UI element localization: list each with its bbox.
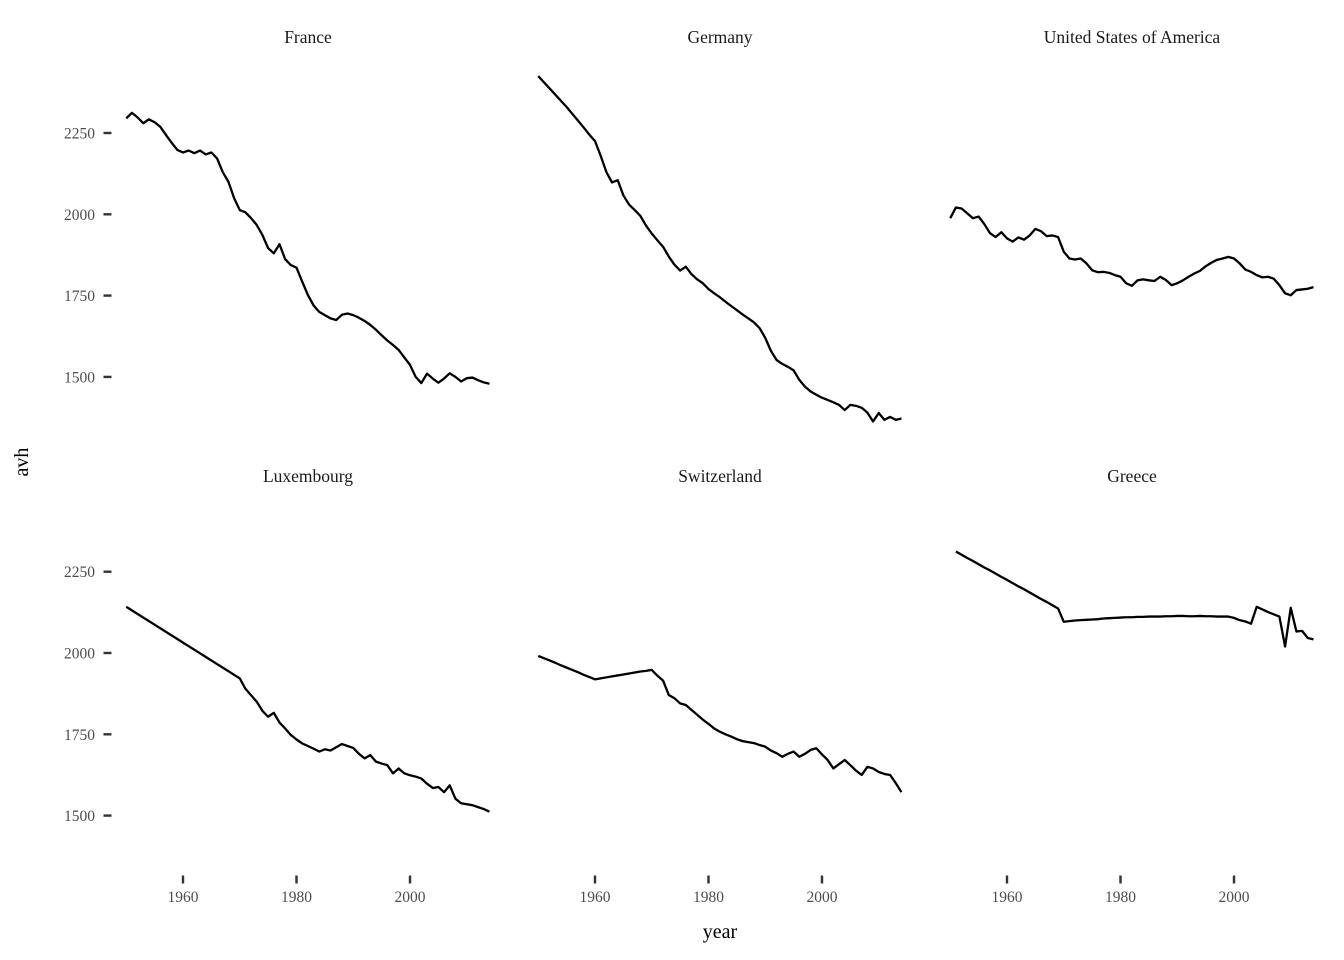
line-switzerland	[537, 654, 903, 793]
facet-title-switzerland: Switzerland	[678, 466, 762, 486]
x-axis-title: year	[703, 921, 738, 943]
facet-title-luxembourg: Luxembourg	[263, 466, 353, 486]
axis-ticks: 2250 2000 1750 1500 2250 2000 1750 1500 1960 1980…	[64, 126, 1250, 907]
x-tick-label: 1980	[281, 889, 312, 906]
line-greece	[955, 550, 1314, 648]
series-lines	[125, 75, 1314, 813]
y-axis-title: avh	[11, 448, 33, 477]
y-tick-label: 2000	[64, 207, 95, 224]
x-tick-label: 1980	[1105, 889, 1136, 906]
facet-title-greece: Greece	[1107, 466, 1157, 486]
facet-title-usa: United States of America	[1044, 27, 1221, 47]
x-tick-label: 1960	[992, 889, 1023, 906]
x-tick-label: 2000	[1219, 889, 1250, 906]
y-tick-label: 2000	[64, 646, 95, 663]
x-tick-label: 1980	[693, 889, 724, 906]
y-tick-label: 1750	[64, 727, 95, 744]
facet-titles: France Germany United States of America …	[263, 27, 1220, 486]
facet-title-france: France	[284, 27, 332, 47]
y-tick-label: 1750	[64, 288, 95, 305]
line-germany	[537, 75, 902, 423]
x-tick-label: 1960	[168, 889, 199, 906]
line-france	[125, 111, 490, 385]
x-tick-label: 2000	[807, 889, 838, 906]
y-tick-label: 1500	[64, 808, 95, 825]
x-tick-label: 2000	[395, 889, 426, 906]
y-tick-label: 2250	[64, 564, 95, 581]
x-tick-label: 1960	[580, 889, 611, 906]
line-united-states-of-america	[949, 206, 1314, 297]
line-luxembourg	[125, 605, 490, 813]
y-tick-label: 1500	[64, 369, 95, 386]
facet-title-germany: Germany	[687, 27, 752, 47]
y-tick-label: 2250	[64, 126, 95, 143]
